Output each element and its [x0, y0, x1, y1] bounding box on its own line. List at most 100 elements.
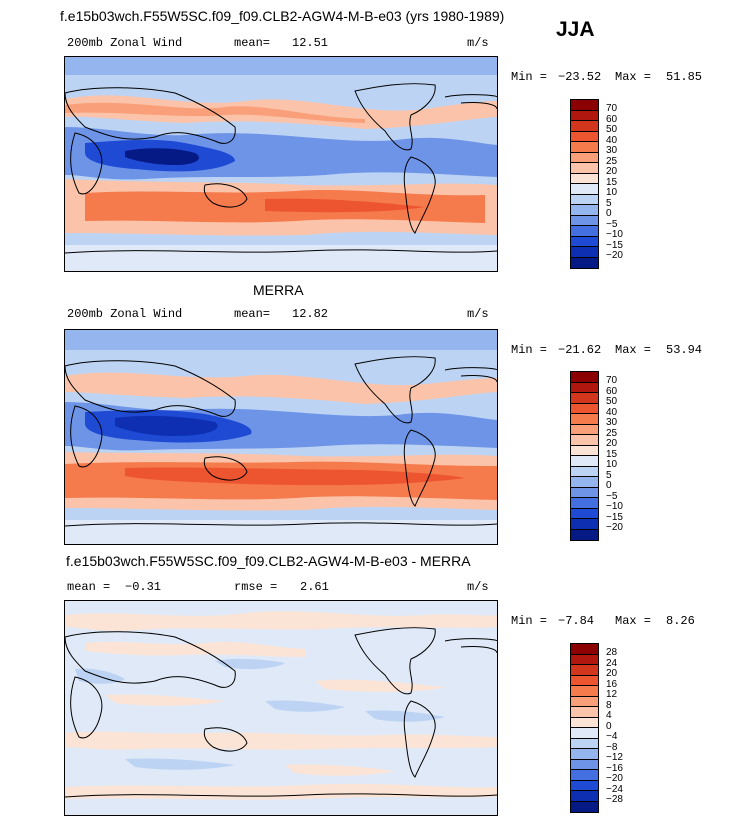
panel1-colorbar — [570, 99, 599, 269]
colorbar-swatch — [571, 696, 598, 707]
europe-outline — [444, 367, 497, 383]
colorbar-swatch — [571, 414, 598, 425]
easterly-minimum — [115, 415, 218, 436]
eurasia-outline — [65, 87, 236, 144]
colorbar-swatch — [571, 770, 598, 781]
australia-outline — [203, 727, 248, 752]
colorbar-label: 4 — [606, 710, 612, 721]
panel1-title: f.e15b03wch.F55W5SC.f09_f09.CLB2-AGW4-M-… — [60, 8, 505, 24]
panel1-mean-value: 12.51 — [292, 36, 329, 50]
colorbar-swatch — [571, 247, 598, 258]
colorbar-label: −20 — [606, 250, 623, 261]
north-america-outline — [354, 83, 436, 151]
colorbar-swatch — [571, 738, 598, 749]
colorbar-swatch — [571, 675, 598, 686]
panel3-colorbar — [570, 643, 599, 813]
panel2-title: MERRA — [253, 282, 304, 298]
colorbar-swatch — [571, 508, 598, 519]
colorbar-swatch — [571, 372, 598, 383]
panel2-units: m/s — [467, 307, 489, 321]
colorbar-swatch — [571, 184, 598, 195]
panel1-units: m/s — [467, 36, 489, 50]
panel2-field-label: 200mb Zonal Wind — [67, 307, 183, 321]
colorbar-label: 28 — [606, 647, 618, 658]
colorbar-label: −24 — [606, 783, 623, 795]
colorbar-label: 60 — [606, 385, 618, 397]
colorbar-swatch — [571, 152, 598, 163]
colorbar-label: 12 — [606, 689, 618, 700]
colorbar-label: −28 — [606, 794, 623, 805]
panel2-mean-label: mean= — [234, 307, 271, 321]
colorbar-swatch — [571, 780, 598, 791]
colorbar-label: −20 — [606, 773, 623, 784]
colorbar-swatch — [571, 519, 598, 530]
colorbar-label: 0 — [606, 480, 612, 491]
colorbar-swatch — [571, 226, 598, 237]
panel2-max-value: 53.94 — [666, 343, 703, 357]
eurasia-outline — [65, 631, 236, 688]
colorbar-label: 5 — [606, 469, 612, 481]
panel1-min-value: −23.52 — [558, 70, 602, 84]
colorbar-label: 24 — [606, 657, 618, 669]
land-outlines — [65, 627, 497, 798]
season-label: JJA — [556, 18, 595, 41]
australia-outline — [203, 456, 248, 481]
panel2-contour-map — [64, 329, 498, 545]
antarctic-band — [65, 245, 497, 271]
panel3-max-label: Max = — [615, 614, 652, 628]
diff-blob — [125, 758, 235, 770]
colorbar-label: −15 — [606, 239, 623, 251]
panel3-mean-label: mean = — [67, 580, 111, 594]
africa-outline — [70, 132, 103, 195]
colorbar-label: 70 — [606, 375, 618, 386]
panel3-rmse-value: 2.61 — [300, 580, 329, 594]
panel1-min-label: Min = — [511, 70, 548, 84]
north-america-outline — [354, 627, 436, 695]
sh-jet-core — [265, 198, 425, 213]
panel2-min-label: Min = — [511, 343, 548, 357]
colorbar-swatch — [571, 456, 598, 467]
africa-outline — [70, 676, 103, 739]
colorbar-label: −16 — [606, 762, 623, 774]
panel3-units: m/s — [467, 580, 489, 594]
colorbar-label: 16 — [606, 678, 618, 690]
colorbar-label: 40 — [606, 134, 618, 146]
diff-band — [105, 694, 225, 706]
colorbar-swatch — [571, 393, 598, 404]
arctic-band — [65, 57, 497, 75]
colorbar-swatch — [571, 791, 598, 802]
colorbar-label: 0 — [606, 720, 612, 732]
land-outlines — [65, 83, 497, 254]
colorbar-swatch — [571, 717, 598, 728]
south-america-outline — [403, 429, 436, 507]
panel3-max-value: 8.26 — [666, 614, 695, 628]
colorbar-swatch — [571, 424, 598, 435]
south-america-outline — [403, 700, 436, 778]
panel2-colorbar — [570, 371, 599, 541]
eurasia-outline — [65, 360, 236, 417]
colorbar-label: 60 — [606, 113, 618, 125]
colorbar-swatch — [571, 194, 598, 205]
colorbar-label: 0 — [606, 208, 612, 219]
colorbar-swatch — [571, 382, 598, 393]
colorbar-swatch — [571, 686, 598, 697]
sh-jet-core — [125, 467, 465, 486]
diff-blob — [215, 658, 285, 670]
colorbar-swatch — [571, 487, 598, 498]
colorbar-swatch — [571, 665, 598, 676]
colorbar-label: 5 — [606, 197, 612, 209]
diff-blob — [365, 710, 445, 722]
europe-outline — [444, 638, 497, 654]
colorbar-label: 20 — [606, 668, 618, 679]
colorbar-swatch — [571, 644, 598, 655]
colorbar-label: −4 — [606, 731, 618, 742]
colorbar-swatch — [571, 498, 598, 509]
colorbar-swatch — [571, 801, 598, 812]
colorbar-swatch — [571, 477, 598, 488]
colorbar-swatch — [571, 215, 598, 226]
panel3-min-label: Min = — [511, 614, 548, 628]
colorbar-swatch — [571, 445, 598, 456]
colorbar-label: −5 — [606, 490, 618, 502]
colorbar-label: 15 — [606, 176, 618, 188]
colorbar-swatch — [571, 257, 598, 268]
